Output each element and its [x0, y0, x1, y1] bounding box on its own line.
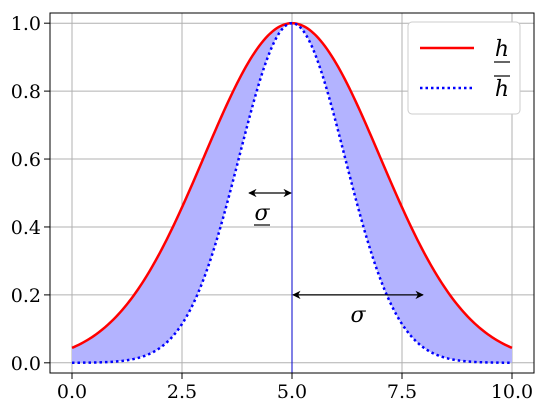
legend-label-1: h	[495, 37, 509, 62]
x-tick-label: 5.0	[277, 381, 307, 403]
series-line-lower	[71, 21, 513, 364]
sigma-label-1: σ	[254, 201, 270, 226]
y-tick-label: 0.6	[11, 149, 41, 171]
legend-label-2: h	[495, 77, 509, 102]
y-tick-label: 0.0	[11, 353, 41, 375]
legend-box	[407, 21, 521, 115]
fill-between-area	[72, 23, 512, 363]
x-tick-label: 10.0	[491, 381, 533, 403]
x-tick-label: 2.5	[167, 381, 197, 403]
annotations: σσ	[248, 188, 424, 328]
y-tick-label: 0.8	[11, 81, 41, 103]
y-tick-label: 0.2	[11, 285, 41, 307]
y-tick-label: 0.4	[11, 217, 41, 239]
legend: hh	[407, 21, 521, 115]
x-tick-label: 7.5	[387, 381, 417, 403]
y-tick-label: 1.0	[11, 13, 41, 35]
sigma-label-2: σ	[350, 303, 366, 328]
y-axis-ticks: 0.0 0.2 0.4 0.6 0.8 1.0	[11, 13, 50, 375]
x-tick-label: 0.0	[57, 381, 87, 403]
x-axis-ticks: 0.0 2.5 5.0 7.5 10.0	[57, 373, 533, 403]
